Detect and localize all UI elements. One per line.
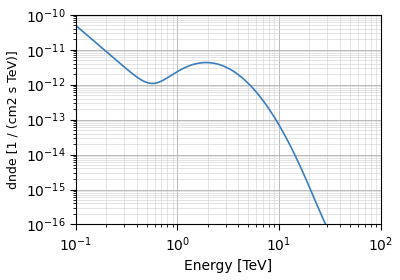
X-axis label: Energy [TeV]: Energy [TeV] <box>184 259 272 273</box>
Y-axis label: dnde [1 / (cm2 s TeV)]: dnde [1 / (cm2 s TeV)] <box>7 50 20 189</box>
